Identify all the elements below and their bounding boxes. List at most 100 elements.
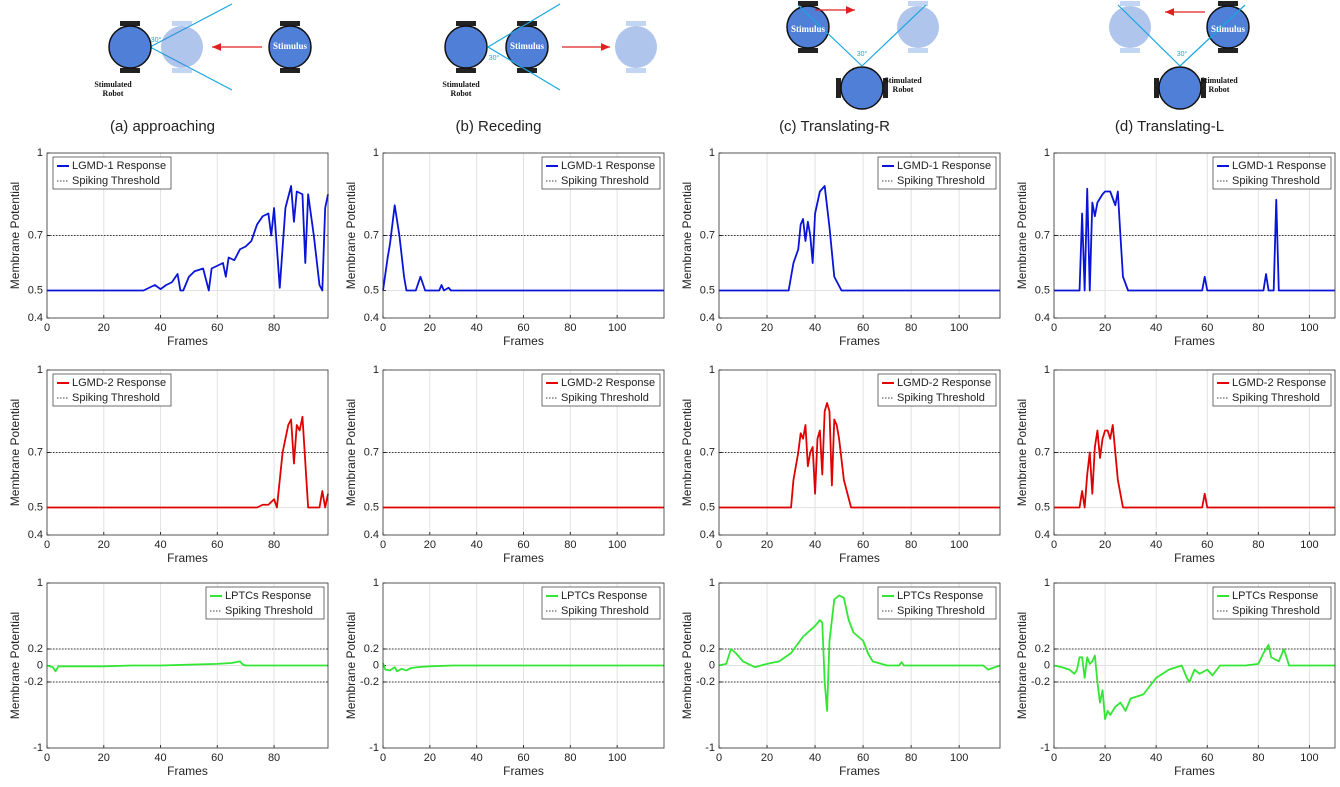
x-tick-label: 40 — [809, 322, 821, 334]
x-tick-label: 80 — [1252, 539, 1264, 551]
x-tick-label: 0 — [380, 539, 386, 551]
x-tick-label: 0 — [380, 752, 386, 764]
y-tick-label: 0.2 — [28, 643, 43, 655]
stimulus-label: Stimulus — [510, 41, 545, 51]
ghost-robot — [615, 21, 657, 73]
y-tick-label: 1 — [373, 577, 379, 589]
stimulus-label: Stimulus — [1211, 24, 1246, 34]
y-tick-label: 1 — [709, 364, 715, 376]
y-axis-label: Membrane Potential — [8, 399, 22, 506]
wheel — [172, 68, 192, 73]
robot — [836, 67, 888, 109]
y-axis-label: Membrane Potential — [680, 399, 694, 506]
legend-label: Spiking Threshold — [897, 392, 985, 404]
x-tick-label: 0 — [716, 322, 722, 334]
x-tick-label: 80 — [268, 322, 280, 334]
y-tick-label: -0.2 — [24, 676, 43, 688]
y-tick-label: 0.5 — [1035, 501, 1050, 513]
y-tick-label: -1 — [33, 742, 43, 754]
wheel — [626, 21, 646, 26]
x-tick-label: 60 — [1201, 539, 1213, 551]
figure: Stimulus30°Stimulus30°Stimulus30°Stimulu… — [0, 0, 1340, 787]
x-tick-label: 0 — [1051, 322, 1057, 334]
robot-label: Stimulated Robot — [1198, 76, 1240, 94]
y-tick-label: -1 — [705, 742, 715, 754]
x-tick-label: 20 — [761, 322, 773, 334]
robot-body — [1159, 67, 1201, 109]
y-tick-label: 0.7 — [1035, 229, 1050, 241]
y-tick-label: 1 — [709, 577, 715, 589]
y-tick-label: 0.7 — [364, 229, 379, 241]
x-axis-label: Frames — [503, 334, 544, 348]
x-tick-label: 40 — [471, 539, 483, 551]
panel-caption: (d) Translating-L — [1115, 118, 1224, 135]
robot-body — [615, 26, 657, 68]
x-tick-label: 0 — [44, 322, 50, 334]
x-tick-label: 80 — [268, 752, 280, 764]
panel-caption: (a) approaching — [110, 118, 215, 135]
ghost-robot — [161, 21, 203, 73]
y-tick-label: 1 — [1044, 147, 1050, 159]
legend-label: Spiking Threshold — [561, 175, 649, 187]
x-axis-label: Frames — [503, 551, 544, 565]
x-tick-label: 80 — [564, 752, 576, 764]
y-axis-label: Membrane Potential — [1015, 399, 1029, 506]
panel-caption: (b) Receding — [456, 118, 542, 135]
x-tick-label: 0 — [1051, 539, 1057, 551]
y-axis-label: Membrane Potential — [344, 182, 358, 289]
legend-label: Spiking Threshold — [561, 605, 649, 617]
x-tick-label: 60 — [517, 539, 529, 551]
x-tick-label: 40 — [471, 322, 483, 334]
y-tick-label: 0.5 — [700, 284, 715, 296]
legend-label: Spiking Threshold — [897, 605, 985, 617]
x-axis-label: Frames — [839, 764, 880, 778]
x-tick-label: 80 — [1252, 322, 1264, 334]
x-tick-label: 100 — [950, 322, 968, 334]
wheel — [1120, 48, 1140, 53]
robot-body — [1109, 6, 1151, 48]
y-tick-label: 0 — [37, 659, 43, 671]
y-tick-label: 0 — [709, 659, 715, 671]
x-tick-label: 80 — [268, 539, 280, 551]
x-axis-label: Frames — [839, 334, 880, 348]
y-tick-label: 1 — [1044, 577, 1050, 589]
legend-label: Spiking Threshold — [1232, 175, 1320, 187]
robot-body — [445, 26, 487, 68]
x-tick-label: 100 — [950, 752, 968, 764]
x-tick-label: 60 — [211, 539, 223, 551]
x-axis-label: Frames — [167, 334, 208, 348]
x-tick-label: 80 — [905, 752, 917, 764]
x-tick-label: 80 — [905, 539, 917, 551]
y-axis-label: Membrane Potential — [1015, 182, 1029, 289]
x-tick-label: 60 — [857, 322, 869, 334]
y-tick-label: 0 — [373, 659, 379, 671]
y-tick-label: 0.4 — [1035, 529, 1050, 541]
y-tick-label: 0.7 — [700, 446, 715, 458]
wheel — [626, 68, 646, 73]
x-tick-label: 40 — [471, 752, 483, 764]
x-tick-label: 20 — [424, 752, 436, 764]
y-tick-label: 0.5 — [28, 501, 43, 513]
wheel — [172, 21, 192, 26]
x-tick-label: 100 — [608, 539, 626, 551]
x-axis-label: Frames — [839, 551, 880, 565]
legend-label: LPTCs Response — [225, 590, 311, 602]
y-tick-label: -0.2 — [360, 676, 379, 688]
angle-label: 30° — [857, 50, 868, 58]
x-tick-label: 60 — [857, 539, 869, 551]
robot — [109, 21, 151, 73]
y-tick-label: 0 — [1044, 659, 1050, 671]
y-tick-label: 1 — [1044, 364, 1050, 376]
x-tick-label: 100 — [950, 539, 968, 551]
x-tick-label: 0 — [716, 752, 722, 764]
legend-label: Spiking Threshold — [72, 175, 160, 187]
legend-label: Spiking Threshold — [1232, 605, 1320, 617]
x-tick-label: 20 — [761, 539, 773, 551]
y-tick-label: 1 — [373, 364, 379, 376]
x-tick-label: 100 — [1300, 322, 1318, 334]
y-tick-label: 0.7 — [700, 229, 715, 241]
stimulus-label: Stimulus — [791, 24, 826, 34]
legend-label: LGMD-2 Response — [72, 377, 166, 389]
x-tick-label: 20 — [98, 752, 110, 764]
y-tick-label: -1 — [369, 742, 379, 754]
